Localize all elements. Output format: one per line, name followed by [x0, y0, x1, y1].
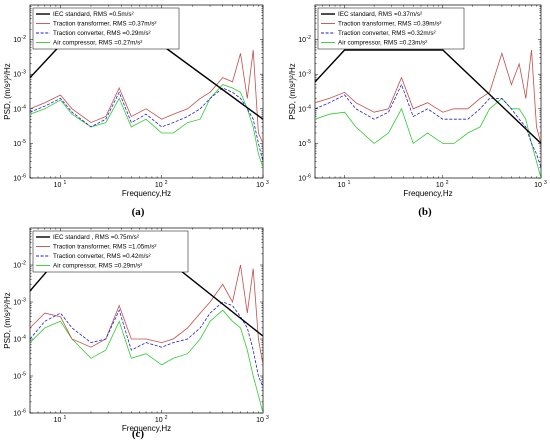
legend-box — [32, 7, 180, 50]
series-line-4 — [30, 309, 263, 413]
legend-entry-3: Traction converter, RMS =0.32m/s² — [338, 30, 436, 37]
x-tick-label: 10 — [436, 182, 444, 189]
x-tick-exponent: 1 — [63, 180, 66, 186]
chart-panel-1: 10 1 10 2 10 310 -610 -510 -410 -310 -2Frequency,H… — [3, 4, 269, 218]
x-axis-label: Frequency,Hz — [122, 424, 171, 433]
y-tick-label: 10 — [13, 72, 21, 79]
y-tick-label: 10 — [13, 411, 21, 418]
x-tick-exponent: 2 — [446, 180, 449, 186]
x-axis-label: Frequency,Hz — [403, 189, 452, 198]
x-tick-label: 10 — [338, 182, 346, 189]
x-tick-label: 10 — [54, 182, 62, 189]
series-line-4 — [30, 84, 263, 168]
legend: IEC standard, RMS =0.37m/s² Traction tran… — [317, 7, 465, 50]
series-line-3 — [30, 301, 263, 388]
legend-entry-4: Air compressor, RMS =0.29m/s² — [53, 263, 142, 270]
y-tick-exponent: -6 — [22, 174, 27, 180]
legend-entry-4: Air compressor, RMS =0.23m/s² — [338, 40, 427, 47]
y-tick-label: 10 — [13, 37, 21, 44]
panel-label: (a) — [132, 206, 145, 218]
series-line-3 — [315, 83, 541, 168]
series-line-4 — [315, 97, 541, 178]
x-tick-label: 10 — [155, 182, 163, 189]
panel-label: (c) — [132, 428, 145, 440]
y-tick-exponent: -3 — [22, 70, 27, 76]
y-axis-label: PSD, (m/s²)²/Hz — [288, 63, 297, 119]
legend-box — [317, 7, 465, 50]
y-tick-exponent: -4 — [22, 104, 27, 110]
y-tick-exponent: -6 — [22, 409, 27, 415]
legend-entry-3: Traction converter, RMS =0.29m/s² — [53, 30, 151, 37]
y-tick-label: 10 — [13, 263, 21, 270]
x-tick-label: 10 — [534, 182, 542, 189]
y-tick-label: 10 — [298, 72, 306, 79]
legend-entry-2: Traction transformer, RMS =0.39m/s² — [338, 21, 442, 28]
legend-entry-1: IEC standard, RMS =0.5m/s² — [53, 11, 134, 18]
x-tick-label: 10 — [256, 182, 264, 189]
x-tick-exponent: 3 — [266, 415, 269, 421]
y-axis-label: PSD, (m/s²)²/Hz — [3, 292, 12, 348]
x-tick-exponent: 3 — [544, 180, 547, 186]
x-tick-label: 10 — [155, 417, 163, 424]
y-tick-label: 10 — [13, 300, 21, 307]
y-tick-exponent: -6 — [307, 174, 312, 180]
y-tick-exponent: -4 — [307, 104, 312, 110]
x-axis-label: Frequency,Hz — [122, 189, 171, 198]
legend-box — [32, 230, 189, 273]
y-tick-label: 10 — [298, 141, 306, 148]
y-tick-exponent: -2 — [22, 35, 27, 41]
y-tick-label: 10 — [13, 106, 21, 113]
y-tick-exponent: -2 — [22, 261, 27, 267]
y-tick-label: 10 — [13, 337, 21, 344]
legend-entry-2: Traction transformer, RMS =1.05m/s² — [53, 244, 157, 251]
x-tick-exponent: 2 — [165, 180, 168, 186]
y-tick-label: 10 — [13, 141, 21, 148]
series-line-2 — [30, 49, 263, 144]
x-tick-label: 10 — [54, 417, 62, 424]
x-tick-exponent: 2 — [165, 415, 168, 421]
y-tick-exponent: -3 — [22, 298, 27, 304]
x-tick-label: 10 — [256, 417, 264, 424]
y-tick-exponent: -2 — [307, 35, 312, 41]
y-tick-exponent: -5 — [22, 139, 27, 145]
legend: IEC standard , RMS =0.75m/s² Traction tra… — [32, 230, 189, 273]
x-tick-exponent: 3 — [266, 180, 269, 186]
y-tick-label: 10 — [13, 176, 21, 183]
legend-entry-4: Air compressor, RMS =0.27m/s² — [53, 40, 142, 47]
y-tick-label: 10 — [298, 176, 306, 183]
series-group — [30, 254, 263, 413]
y-tick-label: 10 — [13, 374, 21, 381]
y-tick-exponent: -4 — [22, 335, 27, 341]
y-tick-exponent: -3 — [307, 70, 312, 76]
chart-panel-2: 10 1 10 2 10 310 -610 -510 -410 -310 -2Frequency,H… — [288, 4, 547, 218]
legend-entry-3: Traction converter, RMS =0.42m/s² — [53, 253, 151, 260]
legend-entry-1: IEC standard, RMS =0.37m/s² — [338, 11, 422, 18]
x-tick-exponent: 1 — [63, 415, 66, 421]
legend: IEC standard, RMS =0.5m/s² Traction trans… — [32, 7, 180, 50]
x-tick-exponent: 1 — [348, 180, 351, 186]
legend-entry-1: IEC standard , RMS =0.75m/s² — [53, 234, 139, 241]
y-tick-exponent: -5 — [307, 139, 312, 145]
y-axis-label: PSD, (m/s²)²/Hz — [3, 63, 12, 119]
y-tick-exponent: -5 — [22, 372, 27, 378]
y-tick-label: 10 — [298, 37, 306, 44]
series-group — [315, 49, 541, 178]
legend-entry-2: Traction transformer, RMS =0.37m/s² — [53, 21, 157, 28]
series-line-1 — [315, 49, 541, 144]
chart-panel-3: 10 1 10 2 10 310 -610 -510 -410 -310 -2Frequency,H… — [3, 227, 269, 440]
panel-label: (b) — [418, 206, 432, 218]
series-line-2 — [315, 49, 541, 144]
y-tick-label: 10 — [298, 106, 306, 113]
series-line-2 — [30, 264, 263, 365]
